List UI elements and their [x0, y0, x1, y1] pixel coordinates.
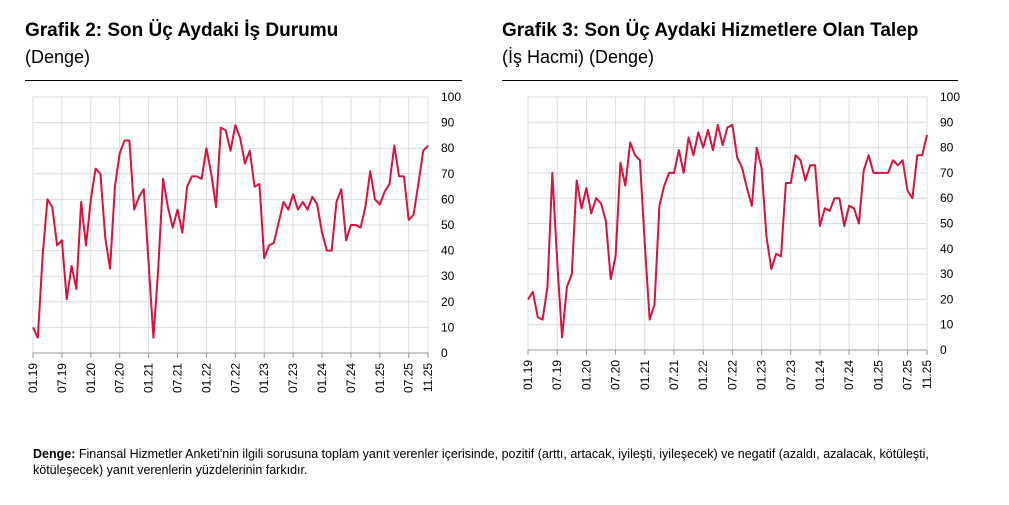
chart-3-xtick-label: 07.20 — [609, 360, 623, 390]
chart-2-xtick-label: 07.22 — [228, 363, 242, 393]
chart-3-ytick-label: 20 — [940, 292, 954, 306]
chart-3-ytick-label: 70 — [940, 166, 954, 180]
chart-2-xtick-label: 01.20 — [84, 363, 98, 393]
chart-3-xtick-label: 01.21 — [638, 360, 652, 390]
chart-3-xtick-label: 11.25 — [920, 360, 934, 389]
chart-3-title-rule — [502, 80, 958, 81]
chart-2-series-line — [32, 124, 429, 339]
chart-3-xtick-label: 07.21 — [667, 360, 681, 390]
chart-3-ytick-label: 50 — [940, 217, 954, 231]
definition-note-label: Denge: — [33, 447, 76, 461]
chart-2-ytick-label: 0 — [441, 346, 448, 360]
chart-3-ytick-label: 60 — [940, 191, 954, 205]
chart-2-xtick-label: 07.21 — [171, 363, 185, 393]
chart-2-xtick-label: 07.19 — [55, 363, 69, 393]
chart-2-xtick-label: 01.22 — [199, 363, 213, 393]
chart-3-xtick-label: 01.24 — [813, 360, 827, 390]
chart-2-ytick-label: 20 — [441, 295, 455, 309]
chart-2-ytick-label: 10 — [441, 320, 455, 334]
chart-2-xtick-label: 01.25 — [373, 363, 387, 393]
chart-3-xtick-label: 07.23 — [784, 360, 798, 390]
chart-3-xtick-label: 01.25 — [871, 360, 885, 390]
chart-3-xtick-label: 01.22 — [696, 360, 710, 390]
chart-2-xtick-label: 07.20 — [113, 363, 127, 393]
chart-3-ytick-label: 10 — [940, 318, 954, 332]
chart-2-xtick-label: 01.23 — [257, 363, 271, 393]
chart-3-xtick-label: 07.25 — [901, 360, 915, 390]
chart-3-xtick-label: 01.23 — [755, 360, 769, 390]
chart-2-xtick-label: 07.25 — [402, 363, 416, 393]
chart-2-ytick-label: 60 — [441, 192, 455, 206]
chart-2-ytick-label: 70 — [441, 167, 455, 181]
chart-3-xtick-label: 07.19 — [550, 360, 564, 390]
chart-2-xtick-label: 11.25 — [421, 363, 435, 392]
chart-3-ytick-label: 30 — [940, 267, 954, 281]
chart-2-ytick-label: 30 — [441, 269, 455, 283]
chart-3-series-line — [527, 123, 928, 339]
chart-2-plot: 0 10 20 30 40 50 60 70 80 90 100 01.19 07.19 01.20 07.… — [26, 90, 461, 393]
chart-3-xtick-label: 07.24 — [842, 360, 856, 390]
chart-3-ytick-label: 0 — [940, 343, 947, 357]
chart-2-ytick-label: 100 — [441, 90, 461, 104]
chart-3-xtick-label: 01.20 — [579, 360, 593, 390]
chart-2-xtick-label: 07.23 — [286, 363, 300, 393]
definition-note-text: Finansal Hizmetler Anketi'nin ilgili sor… — [33, 447, 929, 477]
chart-3-ytick-label: 90 — [940, 115, 954, 129]
chart-2-xtick-label: 01.24 — [315, 363, 329, 393]
chart-2-xtick-label: 01.19 — [26, 363, 40, 393]
chart-3-xtick-label: 07.22 — [725, 360, 739, 390]
chart-2-title-rule — [25, 80, 462, 81]
chart-2-ytick-label: 40 — [441, 244, 455, 258]
chart-2-ytick-label: 50 — [441, 218, 455, 232]
chart-3-plot: 0 10 20 30 40 50 60 70 80 90 100 01.19 07.19 01.20 07.… — [521, 90, 960, 390]
definition-note: Denge: Finansal Hizmetler Anketi'nin ilg… — [33, 446, 993, 478]
chart-2-subtitle: (Denge) — [25, 47, 91, 67]
chart-2-xtick-label: 07.24 — [344, 363, 358, 393]
chart-3-ytick-label: 40 — [940, 242, 954, 256]
chart-2-xtick-label: 01.21 — [142, 363, 156, 393]
chart-3-ytick-label: 80 — [940, 141, 954, 155]
chart-3-subtitle: (İş Hacmi) (Denge) — [502, 47, 655, 67]
chart-3-ytick-label: 100 — [940, 90, 960, 104]
chart-3-title: Grafik 3: Son Üç Aydaki Hizmetlere Olan … — [502, 20, 919, 41]
chart-2-title: Grafik 2: Son Üç Aydaki İş Durumu — [25, 20, 339, 41]
chart-2-ytick-label: 90 — [441, 116, 455, 130]
chart-3-xtick-label: 01.19 — [521, 360, 535, 390]
chart-2-ytick-label: 80 — [441, 141, 455, 155]
